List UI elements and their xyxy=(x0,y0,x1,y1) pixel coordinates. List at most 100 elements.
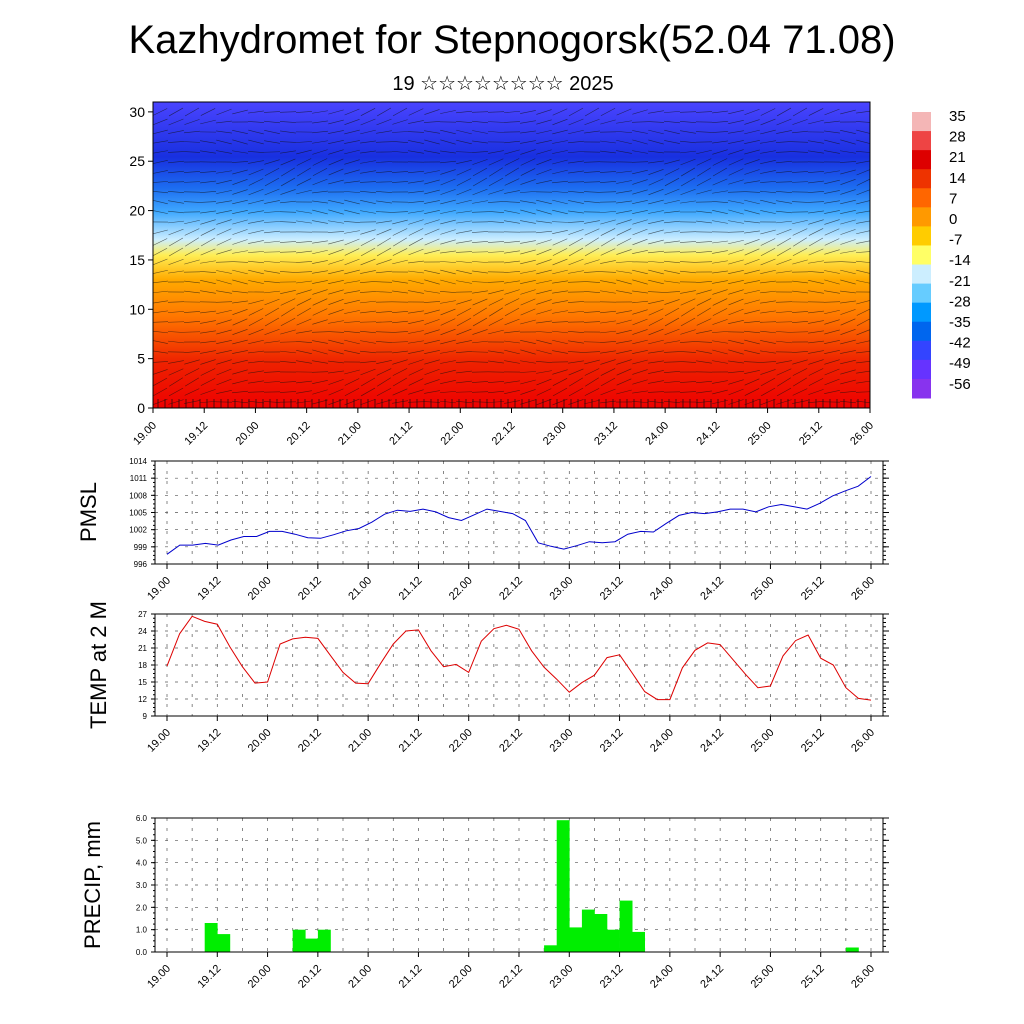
wind-barb xyxy=(169,377,183,387)
wind-barb xyxy=(232,169,248,175)
precip-grid xyxy=(155,817,883,953)
wind-barb xyxy=(760,181,776,183)
wind-barb xyxy=(552,378,568,386)
wind-barb xyxy=(712,110,728,114)
wind-barb xyxy=(456,188,472,196)
wind-barb xyxy=(648,110,664,114)
wind-barb xyxy=(344,129,360,135)
wind-barb xyxy=(359,291,377,293)
wind-barb xyxy=(680,158,696,166)
wind-barb xyxy=(344,290,360,294)
wind-barb xyxy=(232,189,248,195)
wind-barb xyxy=(536,388,552,396)
wind-barb xyxy=(424,170,440,174)
x-tick-label: 26.00 xyxy=(848,420,876,448)
wind-barb xyxy=(279,221,297,223)
colorbar-label: 14 xyxy=(949,170,966,187)
wind-barb xyxy=(456,308,472,316)
wind-barb xyxy=(728,349,744,355)
wind-barb xyxy=(424,228,440,236)
wind-barb xyxy=(153,210,168,214)
wind-barb xyxy=(840,379,856,385)
wind-barb xyxy=(279,121,297,123)
wind-barb xyxy=(200,237,216,247)
wind-barb xyxy=(296,350,312,354)
wind-barb xyxy=(616,290,632,294)
wind-barb xyxy=(712,158,728,166)
wind-barb xyxy=(551,221,569,223)
wind-barb xyxy=(297,167,311,177)
wind-barb xyxy=(408,170,424,174)
wind-barb xyxy=(824,170,840,174)
wind-barb xyxy=(632,390,648,394)
wind-barb xyxy=(440,129,456,135)
wind-barb xyxy=(664,380,680,384)
x-tick-label: 22.00 xyxy=(438,420,466,448)
wind-barb xyxy=(760,238,776,246)
wind-barb xyxy=(248,269,264,275)
wind-barb xyxy=(664,168,680,176)
wind-barb xyxy=(216,329,232,335)
wind-barb xyxy=(696,360,712,364)
wind-barb xyxy=(440,269,456,275)
wind-barb xyxy=(631,161,649,163)
wind-barb xyxy=(391,341,409,343)
wind-barb xyxy=(808,237,824,247)
wind-barb xyxy=(824,139,840,145)
wind-barb xyxy=(264,167,280,177)
wind-barb xyxy=(824,309,840,315)
wind-barb xyxy=(728,399,744,405)
wind-barb xyxy=(792,377,808,387)
wind-barb xyxy=(856,400,870,403)
wind-barb xyxy=(824,200,840,204)
wind-barb xyxy=(680,200,696,204)
wind-barb xyxy=(424,329,440,335)
wind-barb xyxy=(408,350,424,354)
wind-barb xyxy=(248,121,264,123)
wind-barb xyxy=(312,178,328,186)
wind-barb xyxy=(168,340,184,344)
wind-barb xyxy=(696,330,712,334)
wind-barb xyxy=(824,120,840,124)
wind-barb xyxy=(600,377,616,387)
wind-barb xyxy=(200,350,216,354)
wind-barb xyxy=(216,130,232,134)
wind-barb xyxy=(536,149,552,155)
wind-barb xyxy=(488,298,504,306)
wind-barb xyxy=(840,300,856,304)
wind-barb xyxy=(312,260,328,264)
wind-barb xyxy=(856,230,870,235)
colorbar: 35 28 21 14 7 0 -7 -14 -21 -28 -35 -42 -49 -56 xyxy=(912,108,971,399)
wind-barb xyxy=(424,121,440,123)
y-tick-label: 6.0 xyxy=(136,814,148,823)
colorbar-swatch xyxy=(912,226,931,246)
wind-barb xyxy=(680,270,696,274)
wind-barb xyxy=(248,260,264,264)
wind-barb xyxy=(792,290,808,294)
wind-barb xyxy=(712,178,728,186)
wind-barb xyxy=(808,180,824,184)
wind-barb xyxy=(408,200,424,204)
wind-barb xyxy=(424,368,440,376)
wind-barb xyxy=(328,259,344,265)
wind-barb xyxy=(232,379,248,385)
wind-barb xyxy=(776,210,792,214)
wind-barb xyxy=(215,261,233,263)
wind-barb xyxy=(153,330,168,334)
wind-barb xyxy=(728,158,744,166)
wind-barb xyxy=(215,301,233,303)
wind-barb xyxy=(696,318,712,326)
wind-barb xyxy=(648,279,664,285)
y-tick-label: 1002 xyxy=(129,526,147,535)
colorbar-label: -35 xyxy=(949,314,971,331)
wind-barb xyxy=(616,120,632,124)
wind-barb xyxy=(792,321,808,323)
wind-barb xyxy=(792,359,808,365)
wind-barb xyxy=(792,228,808,236)
wind-barb xyxy=(536,259,552,265)
x-tick-label: 24.00 xyxy=(648,575,676,603)
wind-barb xyxy=(520,140,536,144)
wind-barb xyxy=(200,191,216,193)
wind-barb xyxy=(760,190,776,194)
colorbar-swatch xyxy=(912,150,931,170)
